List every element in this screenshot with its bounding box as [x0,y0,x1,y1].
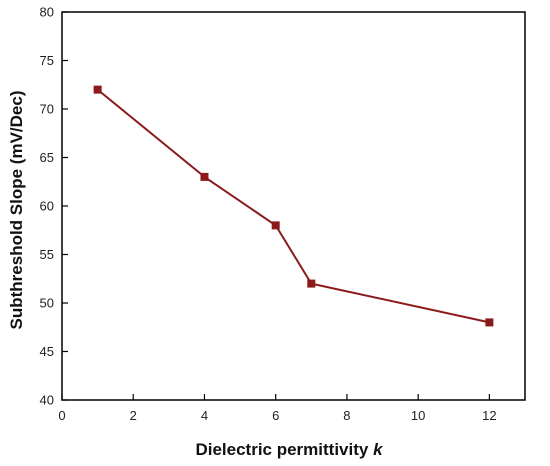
x-tick-label: 12 [482,408,496,423]
y-tick-label: 50 [40,296,54,311]
plot-frame [61,11,526,401]
y-tick-label: 65 [40,150,54,165]
y-tick-label: 80 [40,5,54,20]
x-axis-title-text: Dielectric permittivity [195,440,373,459]
x-tick-label: 2 [130,408,137,423]
y-axis-title: Subthreshold Slope (mV/Dec) [7,91,26,330]
x-axis-title-symbol: k [373,440,384,459]
data-point-marker [485,318,494,327]
x-tick-label: 0 [58,408,65,423]
data-point-marker [307,279,316,288]
x-axis: 0 2 4 6 8 10 12 [58,394,497,423]
y-tick-label: 60 [40,199,54,214]
data-point-marker [200,172,209,181]
x-axis-title: Dielectric permittivity k [195,440,384,459]
x-tick-label: 8 [343,408,350,423]
data-series [93,85,494,327]
y-tick-label: 70 [40,102,54,117]
series-line [96,88,490,324]
y-tick-label: 55 [40,247,54,262]
x-tick-label: 6 [272,408,279,423]
x-tick-label: 10 [411,408,425,423]
y-tick-label: 75 [40,53,54,68]
y-tick-label: 45 [40,344,54,359]
y-tick-label: 40 [40,393,54,408]
data-point-marker [93,85,102,94]
y-axis: 40 45 50 55 60 65 70 75 80 [40,5,68,408]
plot-area [61,11,526,401]
x-tick-label: 4 [201,408,208,423]
data-point-marker [271,221,280,230]
